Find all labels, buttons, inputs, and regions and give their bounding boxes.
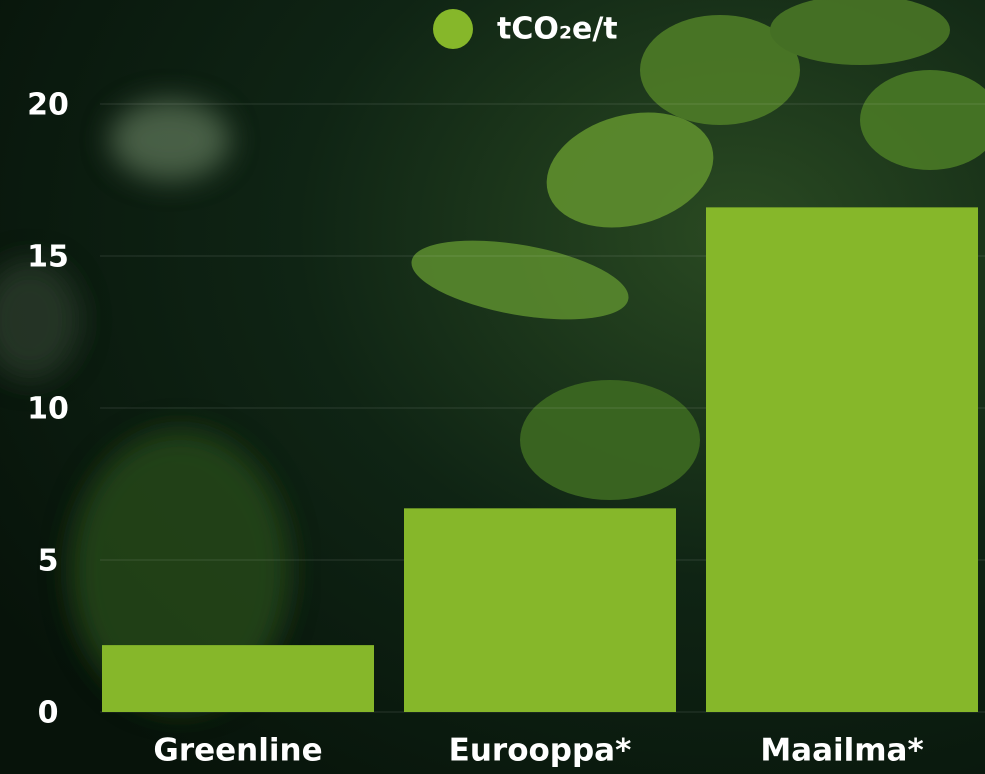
legend-label: tCO₂e/t [497,12,618,47]
y-tick-label: 20 [27,88,69,123]
bar [102,645,374,712]
background-leaves [0,100,290,710]
y-tick-label: 15 [27,240,69,275]
y-tick-label: 5 [38,544,59,579]
bar [706,207,978,713]
y-tick-label: 0 [38,696,59,731]
x-tick-label: Eurooppa* [449,733,632,769]
plant-leaves [411,0,985,500]
x-tick-label: Maailma* [760,733,923,769]
y-tick-label: 10 [27,392,69,427]
bar [404,508,676,712]
legend-swatch [433,9,473,49]
x-tick-label: Greenline [153,733,322,769]
